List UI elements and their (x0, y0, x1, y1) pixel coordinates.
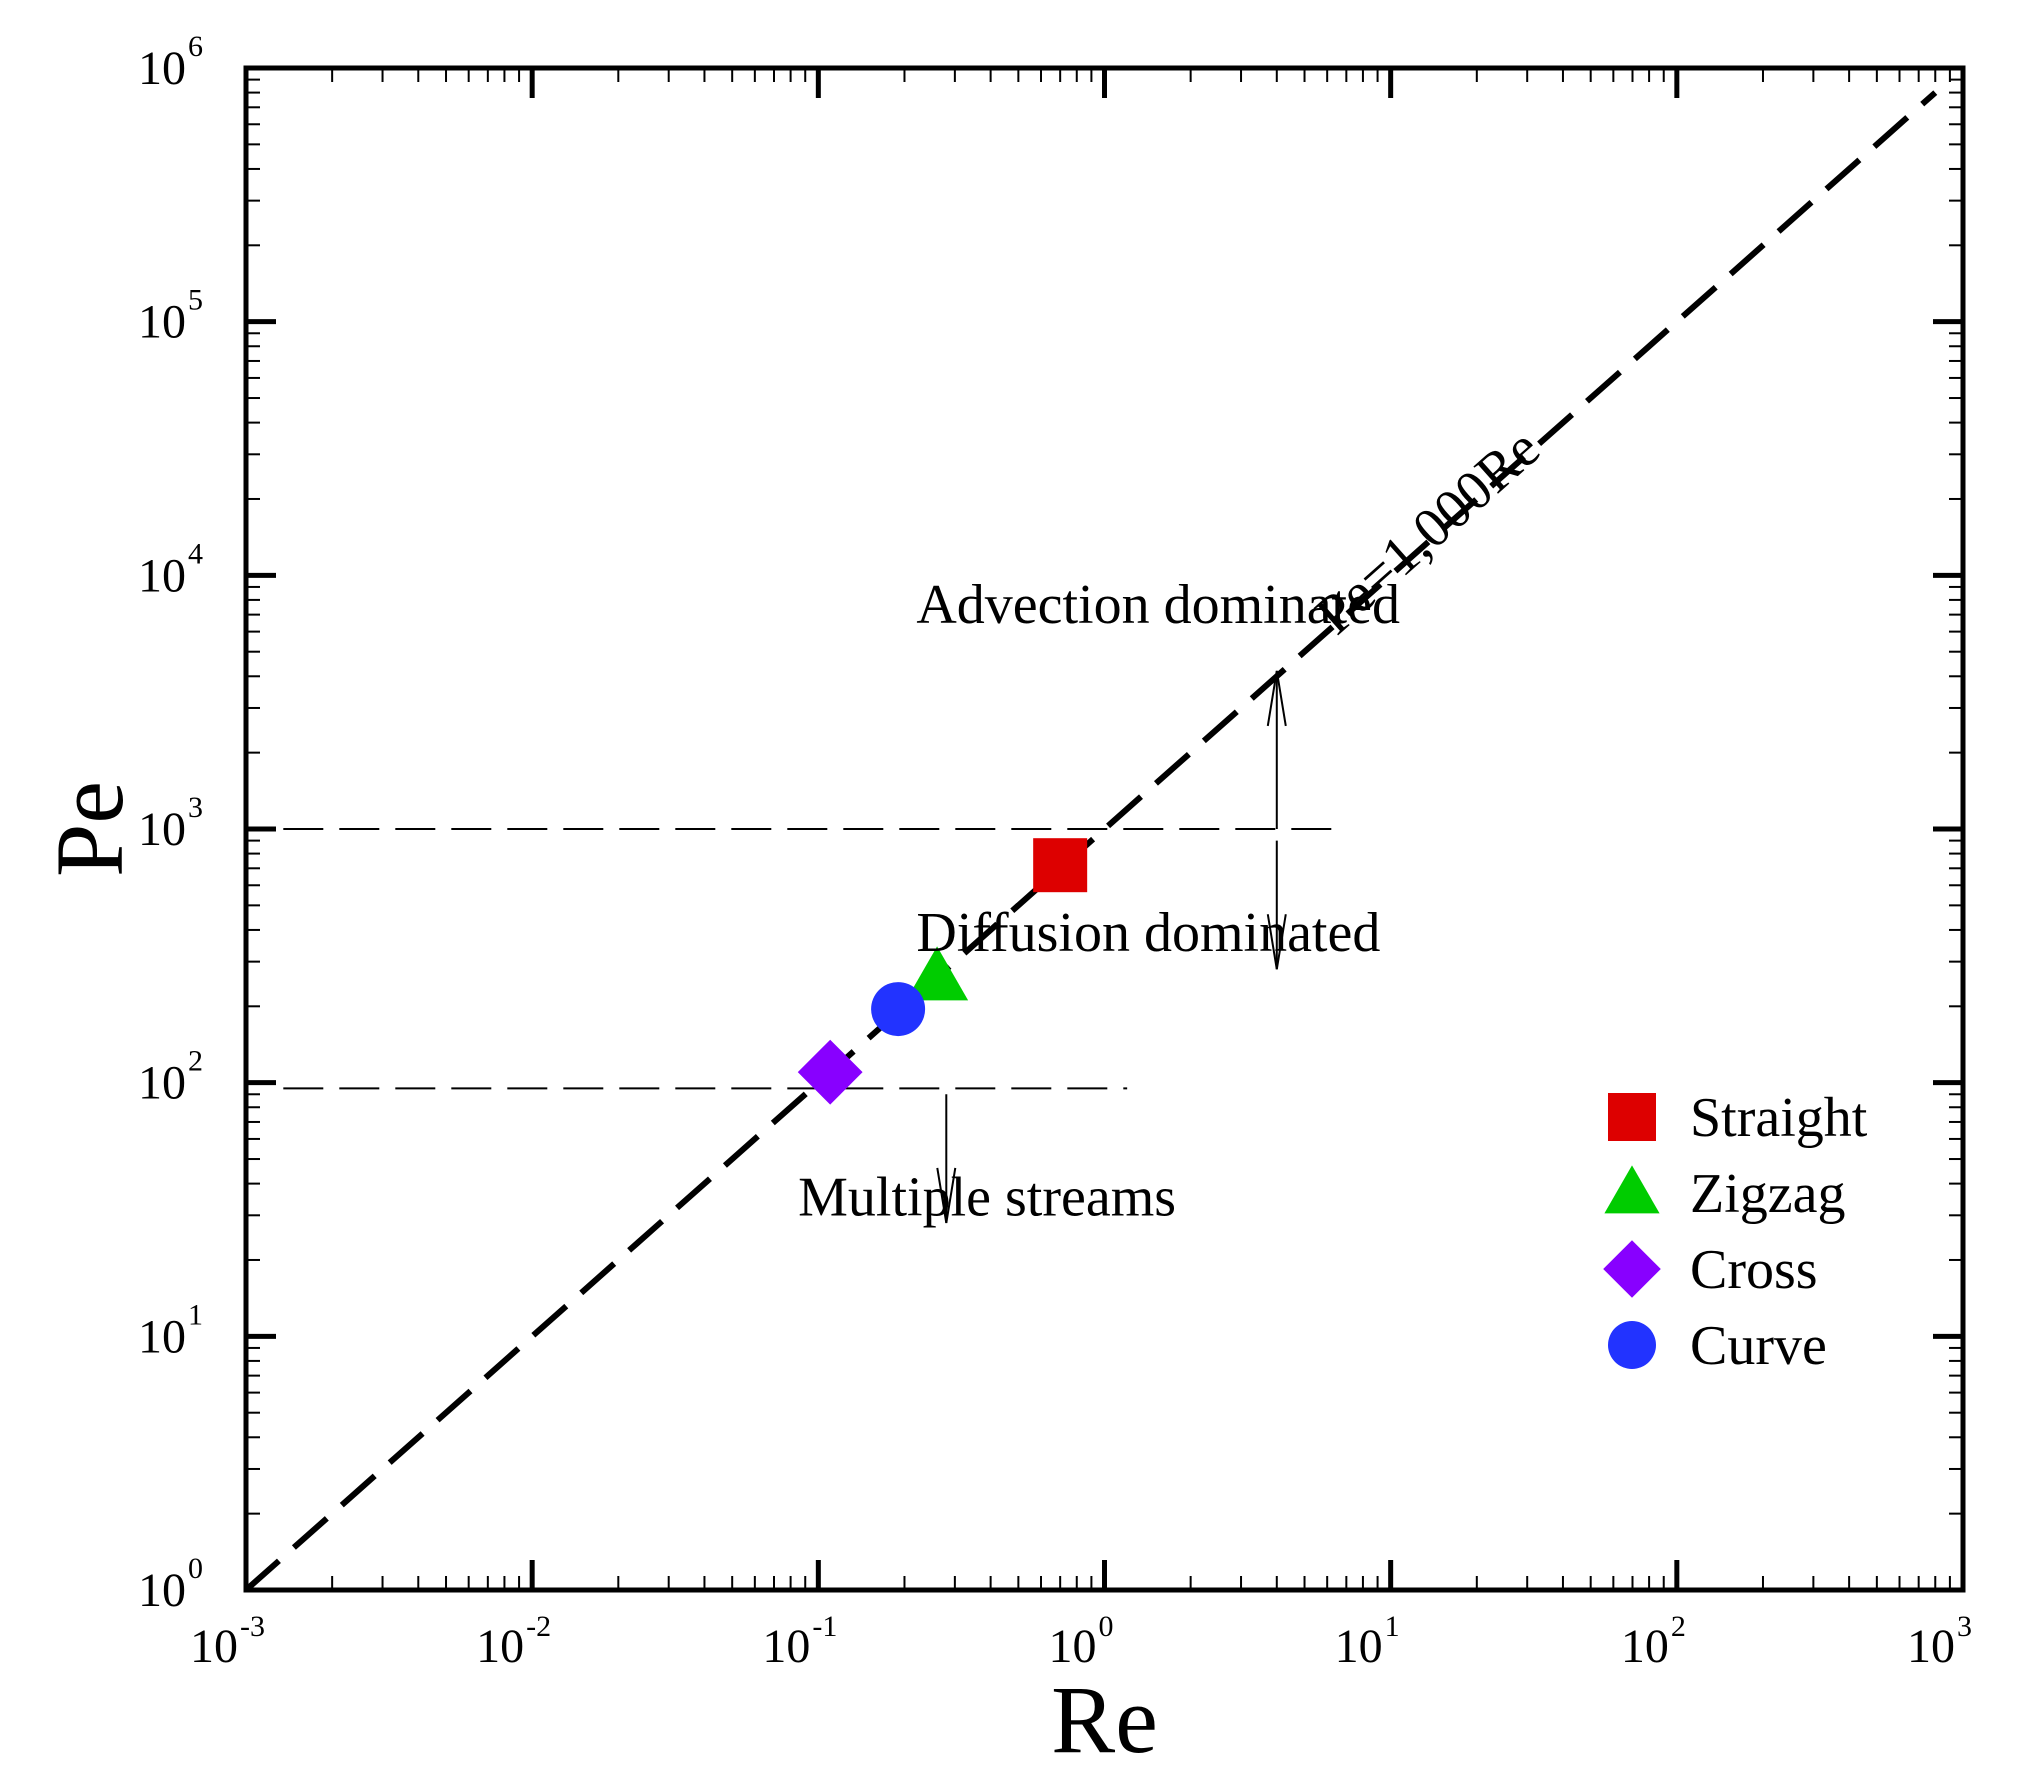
x-tick-exponent: -1 (812, 1610, 837, 1643)
y-tick-label: 10 6 (138, 30, 203, 95)
legend-item-cross: Cross (1603, 1239, 1818, 1301)
x-tick-base: 10 (476, 1620, 524, 1673)
reference-line (244, 90, 1938, 1593)
x-tick-exponent: 2 (1671, 1610, 1686, 1643)
threshold-lines (283, 828, 1338, 1090)
y-tick-exponent: 3 (188, 791, 203, 824)
arrow-head (1266, 914, 1287, 970)
x-axis-title: Re (1051, 1666, 1158, 1773)
y-tick-label: 10 2 (138, 1045, 203, 1110)
x-tick-exponent: -3 (240, 1610, 265, 1643)
reference-line-group: Pe=1,000Re (244, 90, 1938, 1593)
x-tick-exponent: 1 (1385, 1610, 1400, 1643)
legend-item-zigzag: Zigzag (1604, 1163, 1845, 1225)
data-markers (797, 838, 1088, 1105)
y-tick-base: 10 (138, 42, 186, 95)
annotation-advection: Advection dominated (916, 574, 1400, 636)
legend-label-curve: Curve (1690, 1315, 1827, 1377)
y-tick-exponent: 4 (188, 537, 203, 570)
annotations: Advection dominated Diffusion dominated Mu… (798, 574, 1400, 1229)
annotation-diffusion: Diffusion dominated (916, 902, 1380, 964)
x-tick-label: 10 1 (1335, 1610, 1400, 1673)
marker-curve (871, 982, 926, 1037)
y-tick-exponent: 6 (188, 30, 203, 63)
y-tick-base: 10 (138, 549, 186, 602)
x-tick-label: 10 3 (1907, 1610, 1972, 1673)
y-tick-exponent: 1 (188, 1298, 203, 1331)
legend-marker-zigzag (1604, 1165, 1660, 1214)
legend-label-zigzag: Zigzag (1690, 1163, 1845, 1225)
legend-item-curve: Curve (1608, 1315, 1827, 1377)
legend: Straight Zigzag Cross Curve (1603, 1087, 1868, 1377)
y-tick-label: 10 3 (138, 791, 203, 856)
legend-item-straight: Straight (1608, 1087, 1868, 1149)
annotation-arrow (1266, 670, 1287, 829)
x-tick-label: 10 2 (1621, 1610, 1686, 1673)
x-tick-base: 10 (1621, 1620, 1669, 1673)
arrow-head (1266, 670, 1287, 727)
marker-zigzag (906, 946, 969, 1001)
legend-marker-cross (1603, 1240, 1661, 1298)
x-tick-label: 10 -3 (190, 1610, 265, 1673)
x-tick-exponent: 0 (1099, 1610, 1114, 1643)
x-tick-base: 10 (1907, 1620, 1955, 1673)
x-tick-label: 10 0 (1049, 1610, 1114, 1673)
y-tick-base: 10 (138, 1057, 186, 1110)
x-tick-label: 10 -1 (762, 1610, 837, 1673)
y-tick-base: 10 (138, 296, 186, 349)
legend-label-straight: Straight (1690, 1087, 1868, 1149)
x-tick-labels: 10 -3 10 -2 10 -1 10 0 10 1 10 2 10 3 (190, 1610, 1972, 1673)
y-tick-label: 10 5 (138, 284, 203, 349)
marker-cross (797, 1039, 863, 1105)
annotation-arrow (936, 1094, 957, 1224)
legend-label-cross: Cross (1690, 1239, 1818, 1301)
x-tick-label: 10 -2 (476, 1610, 551, 1673)
annotation-multiple: Multiple streams (798, 1166, 1176, 1228)
x-tick-exponent: -2 (526, 1610, 551, 1643)
y-tick-exponent: 0 (188, 1552, 203, 1585)
y-axis-title: Pe (36, 781, 143, 877)
y-tick-base: 10 (138, 803, 186, 856)
x-tick-exponent: 3 (1957, 1610, 1972, 1643)
arrows (936, 670, 1287, 1224)
x-tick-base: 10 (1335, 1620, 1383, 1673)
marker-straight (1033, 838, 1088, 893)
y-tick-exponent: 5 (188, 284, 203, 317)
x-tick-base: 10 (762, 1620, 810, 1673)
x-tick-base: 10 (1049, 1620, 1097, 1673)
legend-marker-curve (1608, 1321, 1656, 1369)
legend-marker-straight (1608, 1093, 1656, 1141)
y-tick-base: 10 (138, 1564, 186, 1617)
y-tick-exponent: 2 (188, 1045, 203, 1078)
plot-frame (243, 65, 1966, 1593)
y-tick-base: 10 (138, 1310, 186, 1363)
y-tick-label: 10 0 (138, 1552, 203, 1617)
y-tick-label: 10 1 (138, 1298, 203, 1363)
annotation-arrow (1266, 840, 1287, 970)
arrow-head (936, 1167, 957, 1224)
y-tick-label: 10 4 (138, 537, 203, 602)
x-tick-base: 10 (190, 1620, 238, 1673)
